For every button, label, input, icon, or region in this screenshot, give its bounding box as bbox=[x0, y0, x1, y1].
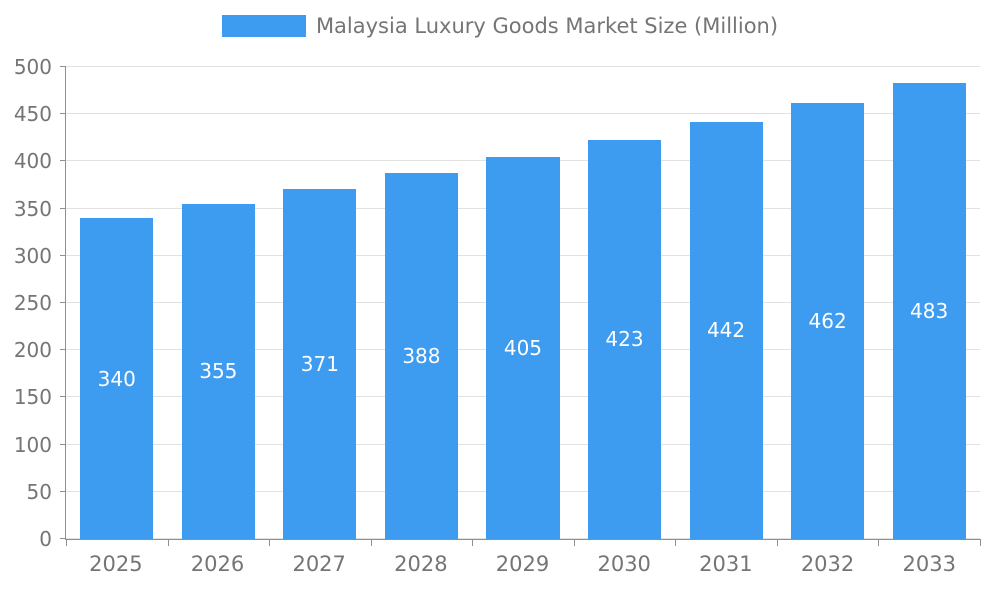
bar-value-label: 483 bbox=[910, 299, 949, 324]
bar-slot: 462 bbox=[777, 67, 879, 539]
y-tick-mark bbox=[60, 66, 66, 67]
bar-2025[interactable]: 340 bbox=[80, 218, 154, 539]
x-axis-label-2027: 2027 bbox=[292, 552, 346, 576]
y-tick-mark bbox=[60, 396, 66, 398]
bar-value-label: 388 bbox=[402, 343, 441, 368]
y-tick-label: 300 bbox=[13, 243, 52, 268]
x-axis-labels: 2025 2026 2027 2028 2029 2030 2031 2032 2033 bbox=[65, 552, 980, 576]
bars-layer: 340 355 371 388 405 423 442 462 483 bbox=[66, 67, 980, 539]
y-tick-label: 100 bbox=[13, 432, 52, 457]
x-tick-mark bbox=[980, 539, 981, 546]
bar-2030[interactable]: 423 bbox=[587, 139, 662, 539]
y-tick-label: 200 bbox=[13, 338, 52, 363]
bar-slot: 405 bbox=[472, 67, 574, 539]
bar-value-label: 371 bbox=[300, 351, 339, 376]
legend-label: Malaysia Luxury Goods Market Size (Milli… bbox=[315, 14, 779, 38]
bar-value-label: 355 bbox=[199, 359, 238, 384]
x-tick-mark bbox=[878, 539, 880, 546]
gridline bbox=[66, 66, 980, 67]
x-tick-mark bbox=[573, 539, 575, 546]
x-axis-label-2026: 2026 bbox=[190, 552, 245, 576]
x-tick-mark bbox=[167, 539, 169, 546]
bar-slot: 340 bbox=[66, 67, 168, 539]
bar-2029[interactable]: 405 bbox=[486, 156, 560, 539]
x-tick-mark bbox=[675, 539, 677, 546]
x-axis-label-2025: 2025 bbox=[89, 552, 143, 576]
bar-slot: 423 bbox=[574, 67, 676, 539]
y-tick-mark bbox=[60, 160, 66, 162]
bar-2027[interactable]: 371 bbox=[283, 188, 357, 539]
bar-value-label: 442 bbox=[706, 318, 746, 343]
y-tick-mark bbox=[60, 302, 66, 303]
bar-value-label: 340 bbox=[97, 366, 136, 391]
legend-swatch-icon bbox=[221, 15, 306, 37]
gridline bbox=[66, 113, 980, 115]
x-tick-mark bbox=[269, 539, 271, 546]
y-tick-mark bbox=[60, 349, 66, 351]
bar-value-label: 423 bbox=[605, 327, 644, 352]
x-tick-mark bbox=[370, 539, 372, 546]
plot-area: 340 355 371 388 405 423 442 462 483 0 50 100 150 200… bbox=[14, 57, 981, 549]
y-tick-label: 150 bbox=[13, 385, 52, 410]
y-tick-mark bbox=[60, 254, 66, 256]
y-tick-mark bbox=[60, 538, 66, 539]
y-tick-mark bbox=[60, 443, 66, 445]
bar-slot: 355 bbox=[168, 67, 270, 539]
bar-2028[interactable]: 388 bbox=[384, 172, 458, 539]
bar-value-label: 405 bbox=[503, 335, 543, 360]
y-tick-label: 450 bbox=[13, 102, 52, 127]
y-tick-mark bbox=[60, 490, 66, 492]
x-axis-label-2029: 2029 bbox=[495, 552, 550, 576]
chart-legend: Malaysia Luxury Goods Market Size (Milli… bbox=[0, 14, 1000, 38]
x-axis-label-2032: 2032 bbox=[800, 552, 855, 576]
bar-2031[interactable]: 442 bbox=[689, 121, 763, 539]
bar-slot: 442 bbox=[675, 67, 777, 539]
x-axis-label-2031: 2031 bbox=[699, 552, 753, 576]
y-tick-label: 50 bbox=[26, 479, 52, 504]
bar-slot: 371 bbox=[269, 67, 371, 539]
x-axis-label-2033: 2033 bbox=[902, 552, 956, 576]
bar-2026[interactable]: 355 bbox=[181, 203, 255, 539]
y-tick-label: 250 bbox=[13, 291, 52, 315]
x-axis-label-2028: 2028 bbox=[394, 552, 448, 576]
x-tick-mark bbox=[472, 539, 474, 546]
bar-2033[interactable]: 483 bbox=[892, 83, 966, 539]
y-tick-label: 350 bbox=[13, 196, 52, 221]
bar-slot: 483 bbox=[878, 67, 980, 539]
y-tick-label: 500 bbox=[13, 55, 52, 79]
y-tick-label: 400 bbox=[13, 149, 52, 174]
x-tick-mark bbox=[776, 539, 778, 546]
bar-2032[interactable]: 462 bbox=[791, 102, 865, 539]
y-tick-label: 0 bbox=[39, 527, 52, 551]
y-tick-mark bbox=[60, 113, 66, 115]
bar-value-label: 462 bbox=[808, 308, 847, 333]
y-tick-mark bbox=[60, 207, 66, 209]
x-tick-mark bbox=[66, 539, 67, 546]
x-axis-label-2030: 2030 bbox=[597, 552, 651, 576]
bar-slot: 388 bbox=[371, 67, 473, 539]
